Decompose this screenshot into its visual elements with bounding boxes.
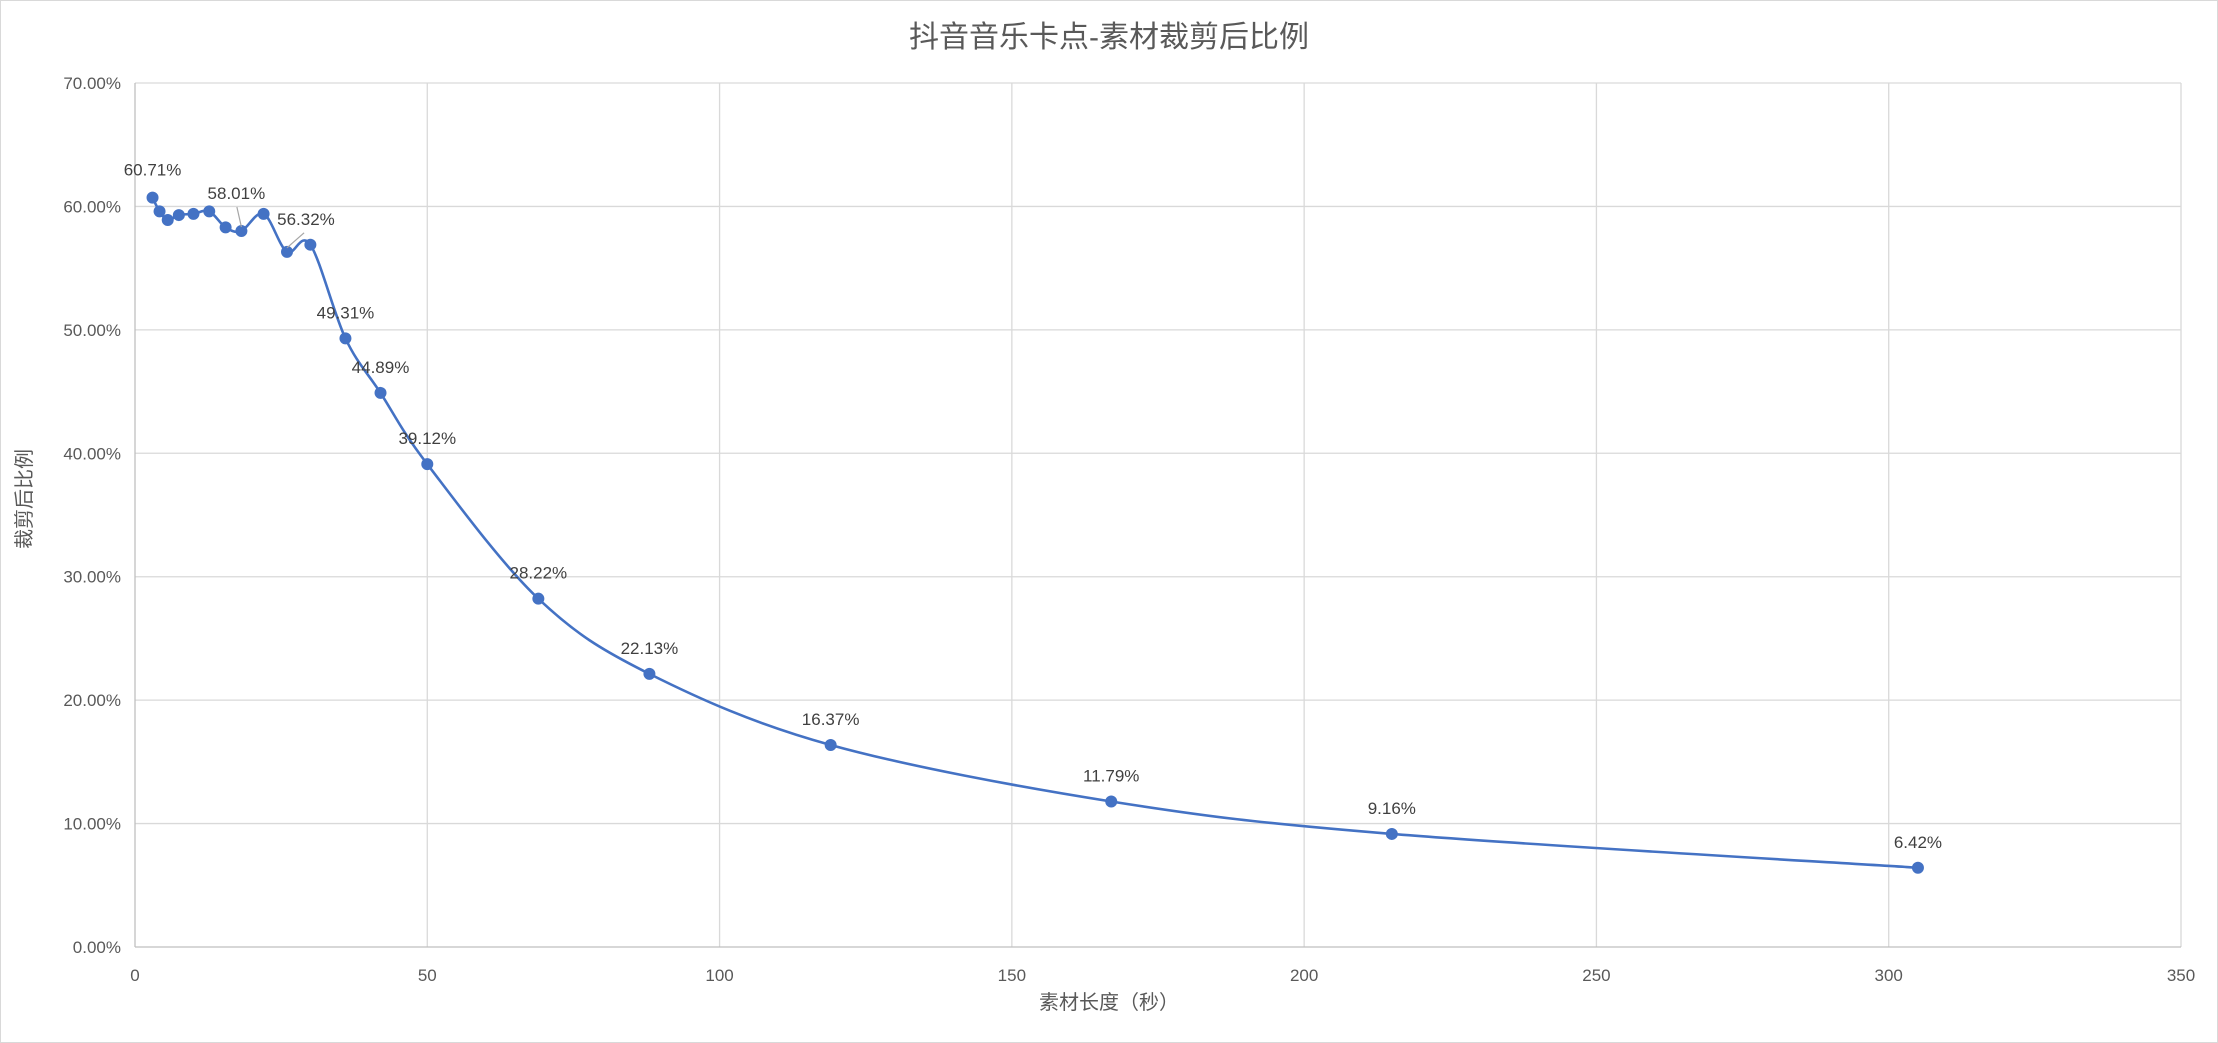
data-point <box>421 458 434 471</box>
data-point <box>304 238 317 251</box>
data-label: 6.42% <box>1894 833 1942 852</box>
data-point <box>1105 795 1118 808</box>
series <box>146 191 1924 874</box>
x-axis-title: 素材长度（秒） <box>1039 991 1179 1014</box>
data-label: 22.13% <box>621 639 679 658</box>
data-point <box>257 207 270 220</box>
x-tick-label: 200 <box>1290 966 1318 985</box>
tick-labels: 0.00% 10.00% 20.00% 30.00% 40.00% 50.00% 60.00… <box>63 74 2195 985</box>
y-tick-label: 40.00% <box>63 444 121 463</box>
y-tick-label: 60.00% <box>63 197 121 216</box>
x-tick-label: 250 <box>1582 966 1610 985</box>
data-point <box>374 386 387 399</box>
data-label: 44.89% <box>352 358 410 377</box>
x-tick-label: 150 <box>998 966 1026 985</box>
data-point <box>532 592 545 605</box>
data-point <box>824 738 837 751</box>
data-point <box>161 214 174 227</box>
data-point <box>153 205 166 218</box>
y-tick-label: 0.00% <box>73 938 121 957</box>
data-label: 9.16% <box>1368 799 1416 818</box>
y-tick-label: 30.00% <box>63 568 121 587</box>
axes <box>134 83 2181 948</box>
data-point <box>1911 861 1924 874</box>
data-label: 60.71% <box>124 161 182 180</box>
data-label: 39.12% <box>398 429 456 448</box>
x-tick-label: 300 <box>1875 966 1903 985</box>
x-tick-label: 350 <box>2167 966 2195 985</box>
x-tick-label: 0 <box>130 966 139 985</box>
data-point <box>1385 827 1398 840</box>
y-tick-label: 20.00% <box>63 691 121 710</box>
data-label: 11.79% <box>1083 766 1139 785</box>
data-point <box>219 221 232 234</box>
y-axis-title: 裁剪后比例 <box>13 449 36 549</box>
data-label: 16.37% <box>802 710 860 729</box>
data-labels: 60.71% 58.01% 56.32% 49.31% 44.89% 39.12% 28.2… <box>124 161 1942 852</box>
data-label-leader <box>286 232 305 249</box>
y-tick-label: 50.00% <box>63 321 121 340</box>
series-line <box>151 197 1919 870</box>
x-tick-label: 100 <box>705 966 733 985</box>
data-point <box>146 191 159 204</box>
data-label: 56.32% <box>277 210 335 229</box>
gridlines <box>135 82 2182 947</box>
data-point <box>280 245 293 258</box>
x-tick-label: 50 <box>418 966 437 985</box>
data-point <box>339 332 352 345</box>
data-label: 28.22% <box>510 564 568 583</box>
y-tick-label: 10.00% <box>63 815 121 834</box>
data-point <box>187 207 200 220</box>
y-tick-label: 70.00% <box>63 74 121 93</box>
data-point <box>203 205 216 218</box>
data-label: 58.01% <box>208 184 266 203</box>
data-label: 49.31% <box>317 303 375 322</box>
data-point <box>643 667 656 680</box>
data-label-leader <box>236 206 242 228</box>
chart-title: 抖音音乐卡点-素材裁剪后比例 <box>909 21 1309 54</box>
data-point <box>172 209 185 222</box>
data-point <box>235 224 248 237</box>
